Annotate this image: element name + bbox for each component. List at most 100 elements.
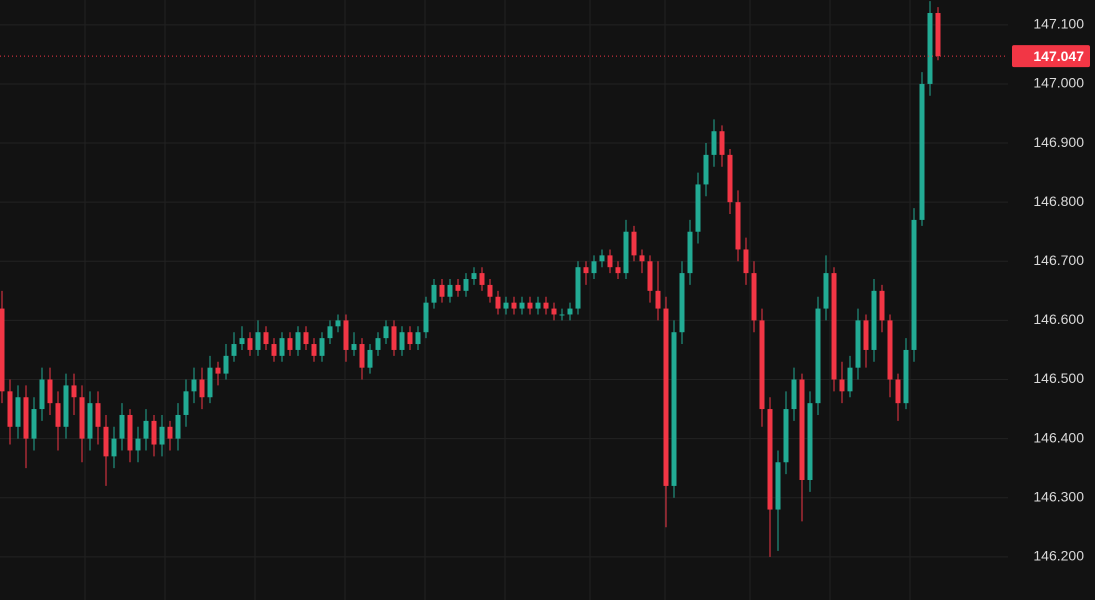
candle-body [127, 414, 133, 451]
y-tick-label: 146.600 [1033, 311, 1084, 327]
candle-body [95, 403, 101, 427]
candle-body [47, 379, 53, 404]
candle-body [543, 302, 549, 309]
candle-body [783, 409, 789, 463]
candle-body [791, 379, 797, 410]
candle-body [911, 219, 917, 350]
candle-body [639, 255, 645, 262]
candle-body [839, 379, 845, 392]
candle-body [903, 349, 909, 404]
candle-body [7, 391, 13, 427]
candle-body [751, 273, 757, 321]
candle-body [687, 231, 693, 274]
candle-body [799, 379, 805, 480]
candle-body [871, 290, 877, 350]
candle-body [343, 320, 349, 350]
candle-body [535, 302, 541, 309]
y-tick-label: 146.900 [1033, 134, 1084, 150]
last-price-label: 147.047 [1033, 48, 1084, 64]
candle-body [79, 397, 85, 439]
candle-body [351, 344, 357, 350]
candle-body [215, 367, 221, 374]
candle-body [447, 284, 453, 297]
candle-body [247, 338, 253, 350]
last-price-box [1012, 45, 1090, 68]
y-tick-label: 146.400 [1033, 429, 1084, 445]
candle-body [647, 261, 653, 291]
candle-body [87, 403, 93, 439]
candle-body [55, 403, 61, 427]
candle-body [927, 13, 933, 84]
candle-body [191, 379, 197, 392]
candle-body [231, 344, 237, 356]
candle-body [151, 420, 157, 445]
candle-body [455, 284, 461, 291]
candle-body [583, 267, 589, 274]
candle-body [15, 397, 21, 427]
candle-body [391, 326, 397, 350]
candle-body [103, 426, 109, 457]
y-tick-label: 146.500 [1033, 370, 1084, 386]
candle-body [671, 332, 677, 486]
candle-body [847, 367, 853, 392]
candle-body [815, 308, 821, 404]
candle-body [415, 332, 421, 345]
candle-body [375, 338, 381, 350]
candle-body [71, 385, 77, 398]
candle-body [295, 332, 301, 350]
candle-body [895, 379, 901, 404]
candle-body [575, 267, 581, 309]
candle-body [743, 249, 749, 274]
candle-body [319, 338, 325, 356]
candle-body [935, 13, 941, 57]
candle-body [0, 308, 5, 392]
candle-body [615, 267, 621, 274]
candle-body [463, 279, 469, 291]
candle-body [135, 438, 141, 451]
candle-body [719, 131, 725, 155]
candle-body [607, 255, 613, 268]
candle-body [23, 397, 29, 439]
candle-body [567, 308, 573, 315]
candle-body [207, 367, 213, 398]
candle-body [863, 320, 869, 350]
candle-body [111, 438, 117, 457]
candle-body [655, 290, 661, 309]
candle-body [511, 302, 517, 309]
candle-body [263, 332, 269, 345]
y-tick-label: 146.300 [1033, 488, 1084, 504]
candle-body [63, 385, 69, 427]
candle-body [471, 273, 477, 280]
candle-body [303, 332, 309, 345]
candle-body [559, 314, 565, 316]
candle-body [767, 409, 773, 510]
candle-body [223, 355, 229, 374]
y-tick-label: 146.200 [1033, 548, 1084, 564]
candle-body [855, 320, 861, 368]
candle-body [679, 273, 685, 333]
candle-body [367, 349, 373, 368]
candle-body [591, 261, 597, 274]
candle-body [335, 320, 341, 327]
candle-body [159, 426, 165, 445]
y-tick-label: 147.000 [1033, 75, 1084, 91]
candle-body [183, 391, 189, 415]
candle-body [359, 344, 365, 368]
candle-body [775, 462, 781, 510]
candle-body [479, 273, 485, 285]
candle-body [399, 332, 405, 350]
candle-body [887, 320, 893, 380]
candle-body [287, 338, 293, 350]
y-tick-label: 146.700 [1033, 252, 1084, 268]
candle-body [39, 379, 45, 410]
candle-body [423, 302, 429, 333]
candle-body [823, 273, 829, 309]
candle-body [599, 255, 605, 262]
candle-body [327, 326, 333, 339]
candle-body [311, 344, 317, 356]
candle-body [623, 231, 629, 274]
candle-body [167, 426, 173, 439]
candle-body [631, 231, 637, 256]
